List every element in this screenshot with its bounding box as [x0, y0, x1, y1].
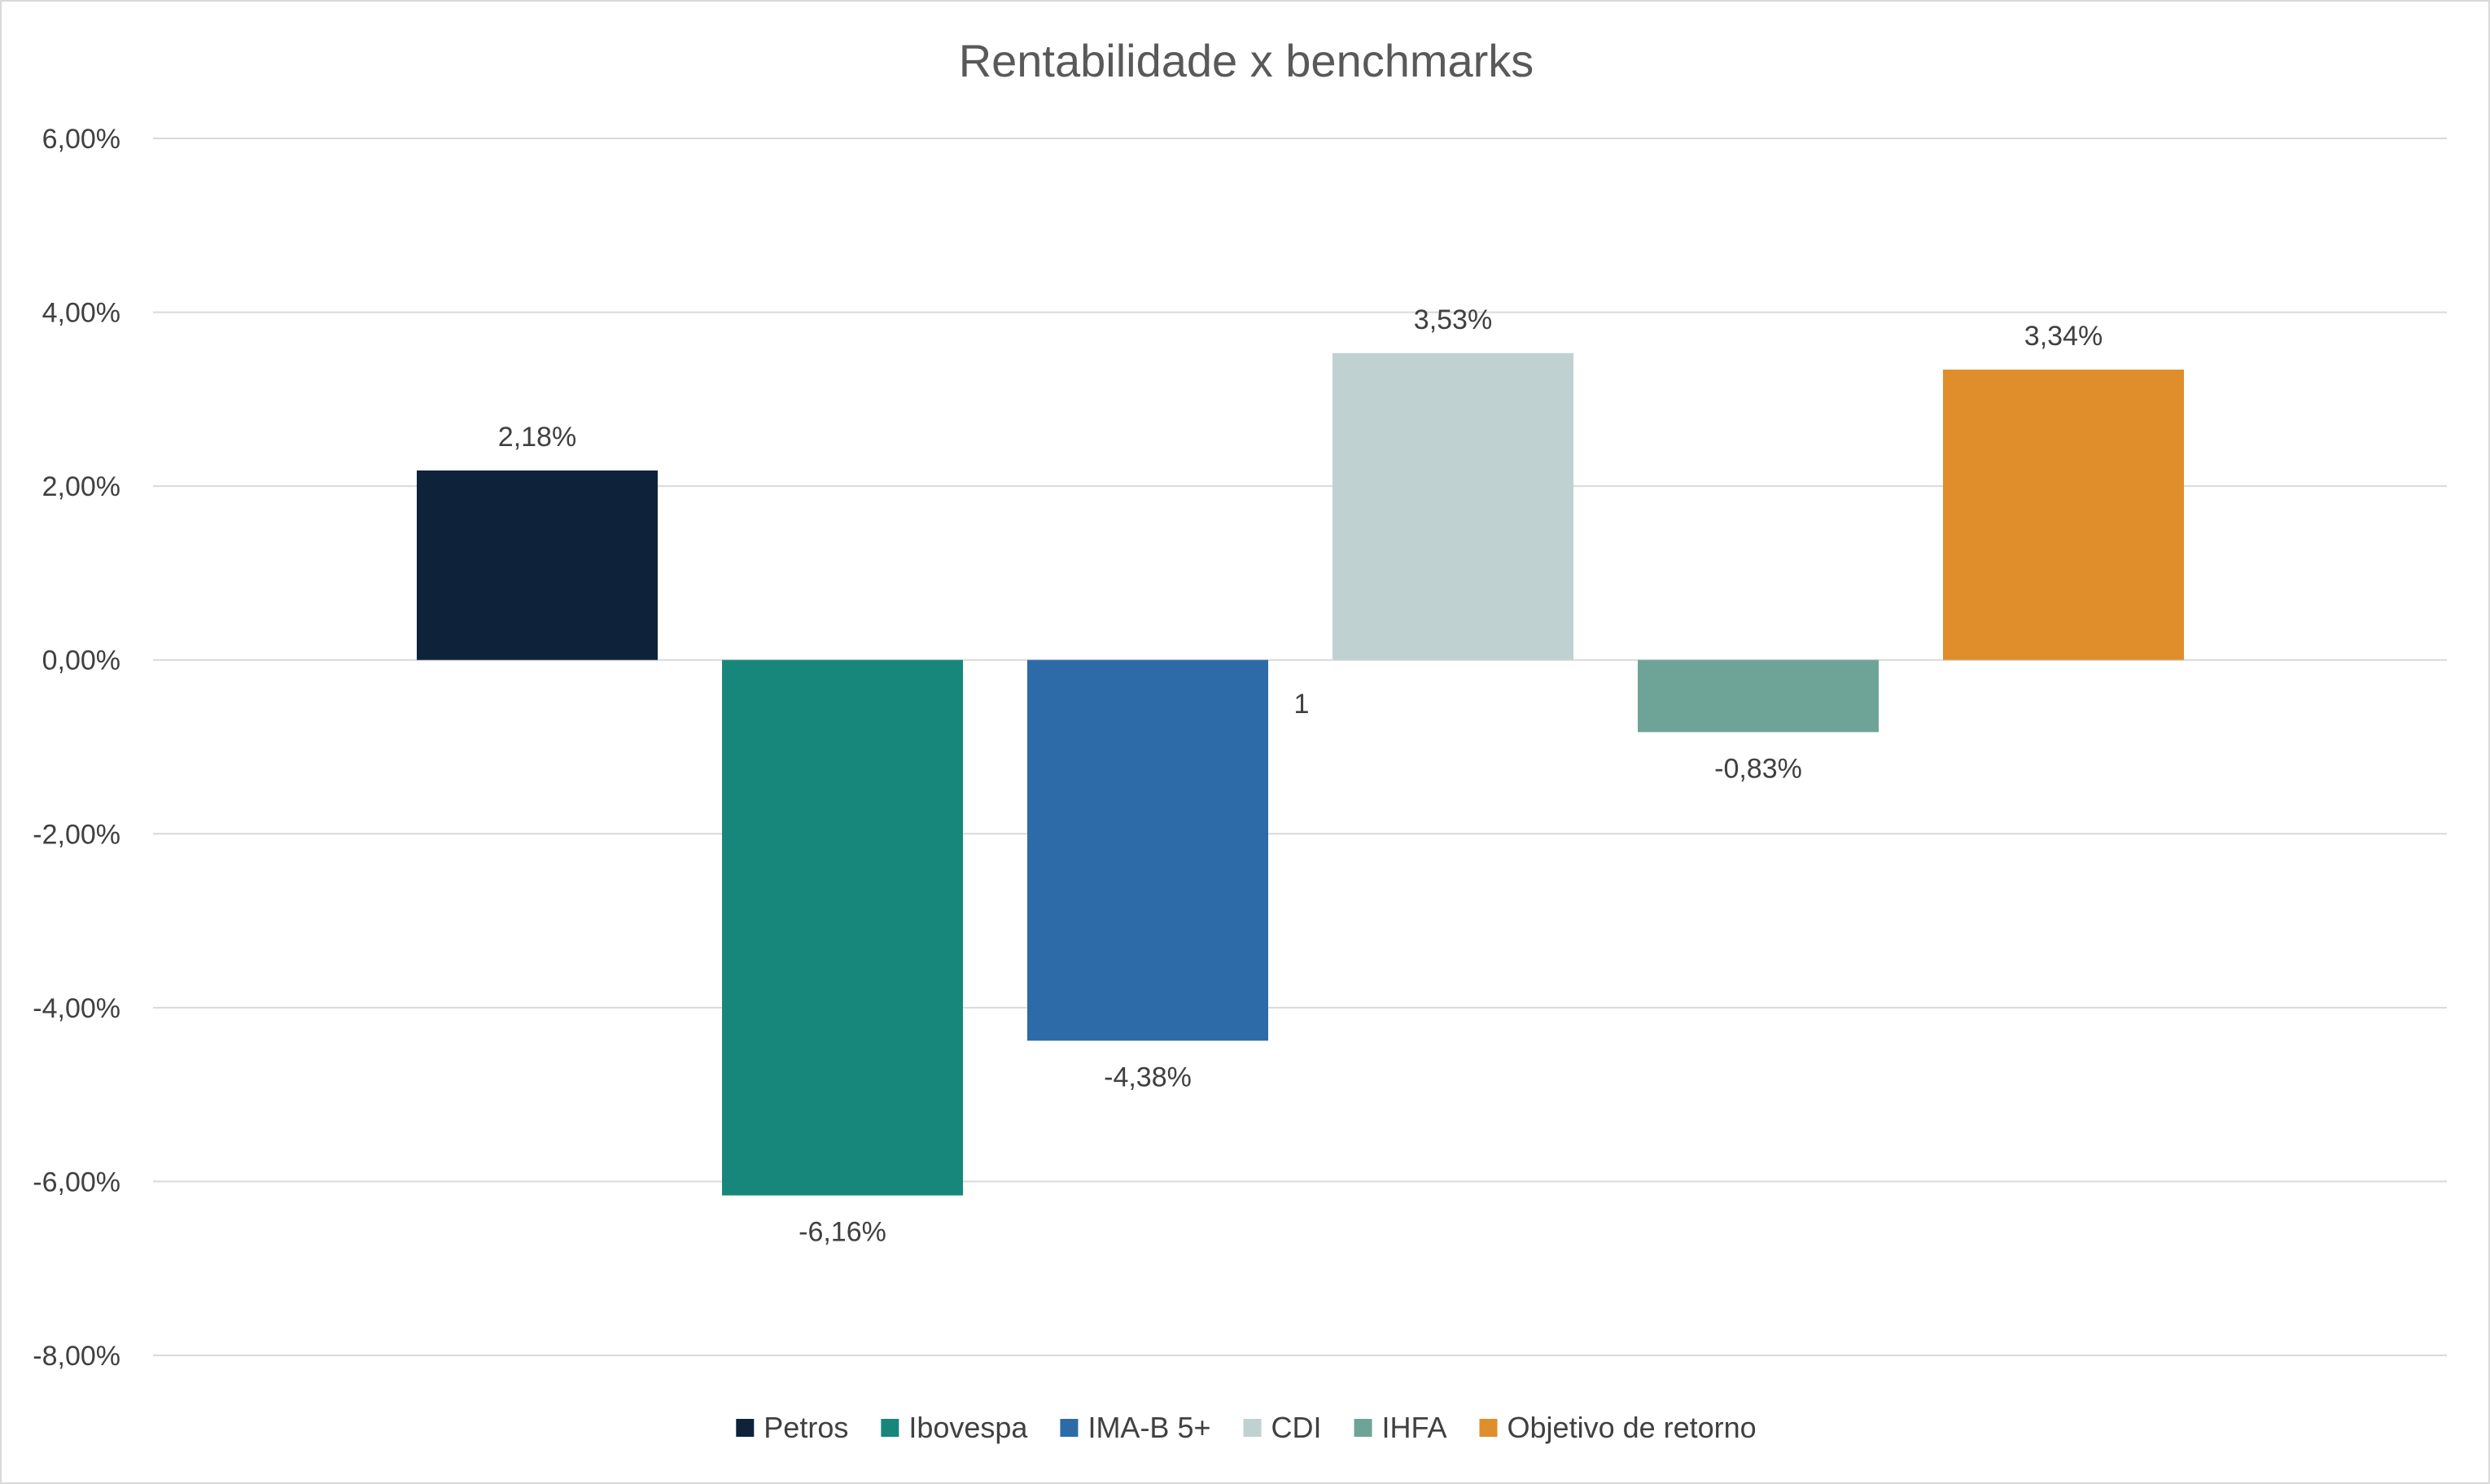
legend-label: Petros: [764, 1411, 848, 1444]
legend-item: Ibovespa: [881, 1411, 1028, 1444]
y-tick-label: -6,00%: [33, 1167, 120, 1197]
bar-ibovespa: [722, 659, 963, 1196]
legend-item: Objetivo de retorno: [1479, 1411, 1757, 1444]
legend-swatch: [881, 1419, 899, 1437]
bar-petros: [417, 470, 658, 660]
data-label: -0,83%: [1714, 753, 1802, 784]
bar-objetivo-de-retorno: [1943, 370, 2184, 660]
data-label: -6,16%: [799, 1217, 886, 1248]
legend-label: Ibovespa: [908, 1411, 1028, 1444]
legend-swatch: [736, 1419, 755, 1437]
legend-swatch: [1479, 1419, 1498, 1437]
legend-swatch: [1060, 1419, 1079, 1437]
y-tick-label: 2,00%: [42, 471, 120, 502]
y-tick-label: 6,00%: [42, 124, 120, 155]
data-label: 3,34%: [2024, 321, 2103, 352]
legend-item: CDI: [1243, 1411, 1322, 1444]
category-label: 1: [1294, 689, 1310, 720]
legend: Petros Ibovespa IMA-B 5+ CDI IHFA Objetivo de…: [736, 1411, 1757, 1444]
bar-cdi: [1333, 352, 1573, 660]
chart-title: Rentabilidade x benchmarks: [959, 35, 1534, 86]
y-tick-label: -2,00%: [33, 819, 120, 850]
legend-swatch: [1243, 1419, 1262, 1437]
data-label: -4,38%: [1104, 1062, 1192, 1092]
y-tick-label: -8,00%: [33, 1341, 120, 1372]
gridlines: [153, 138, 2447, 1356]
y-tick-label: 4,00%: [42, 298, 120, 329]
bars: [417, 352, 2184, 1196]
bar-ima-b-5-: [1027, 659, 1268, 1041]
legend-item: IHFA: [1354, 1411, 1447, 1444]
y-tick-label: 0,00%: [42, 646, 120, 676]
legend-label: CDI: [1271, 1411, 1322, 1444]
legend-label: IHFA: [1382, 1411, 1447, 1444]
data-label: 2,18%: [498, 422, 576, 453]
y-axis-tick-labels: 6,00% 4,00% 2,00% 0,00% -2,00% -4,00% -6,00% -8…: [33, 124, 120, 1372]
y-tick-label: -4,00%: [33, 993, 120, 1024]
legend-item: IMA-B 5+: [1060, 1411, 1211, 1444]
legend-label: IMA-B 5+: [1087, 1411, 1210, 1444]
data-label: 3,53%: [1414, 304, 1492, 335]
data-labels: 2,18% -6,16% -4,38% 3,53% -0,83% 3,34%: [498, 304, 2103, 1248]
bar-ihfa: [1638, 659, 1879, 733]
legend-label: Objetivo de retorno: [1508, 1411, 1757, 1444]
legend-swatch: [1354, 1419, 1372, 1437]
legend-item: Petros: [736, 1411, 848, 1444]
